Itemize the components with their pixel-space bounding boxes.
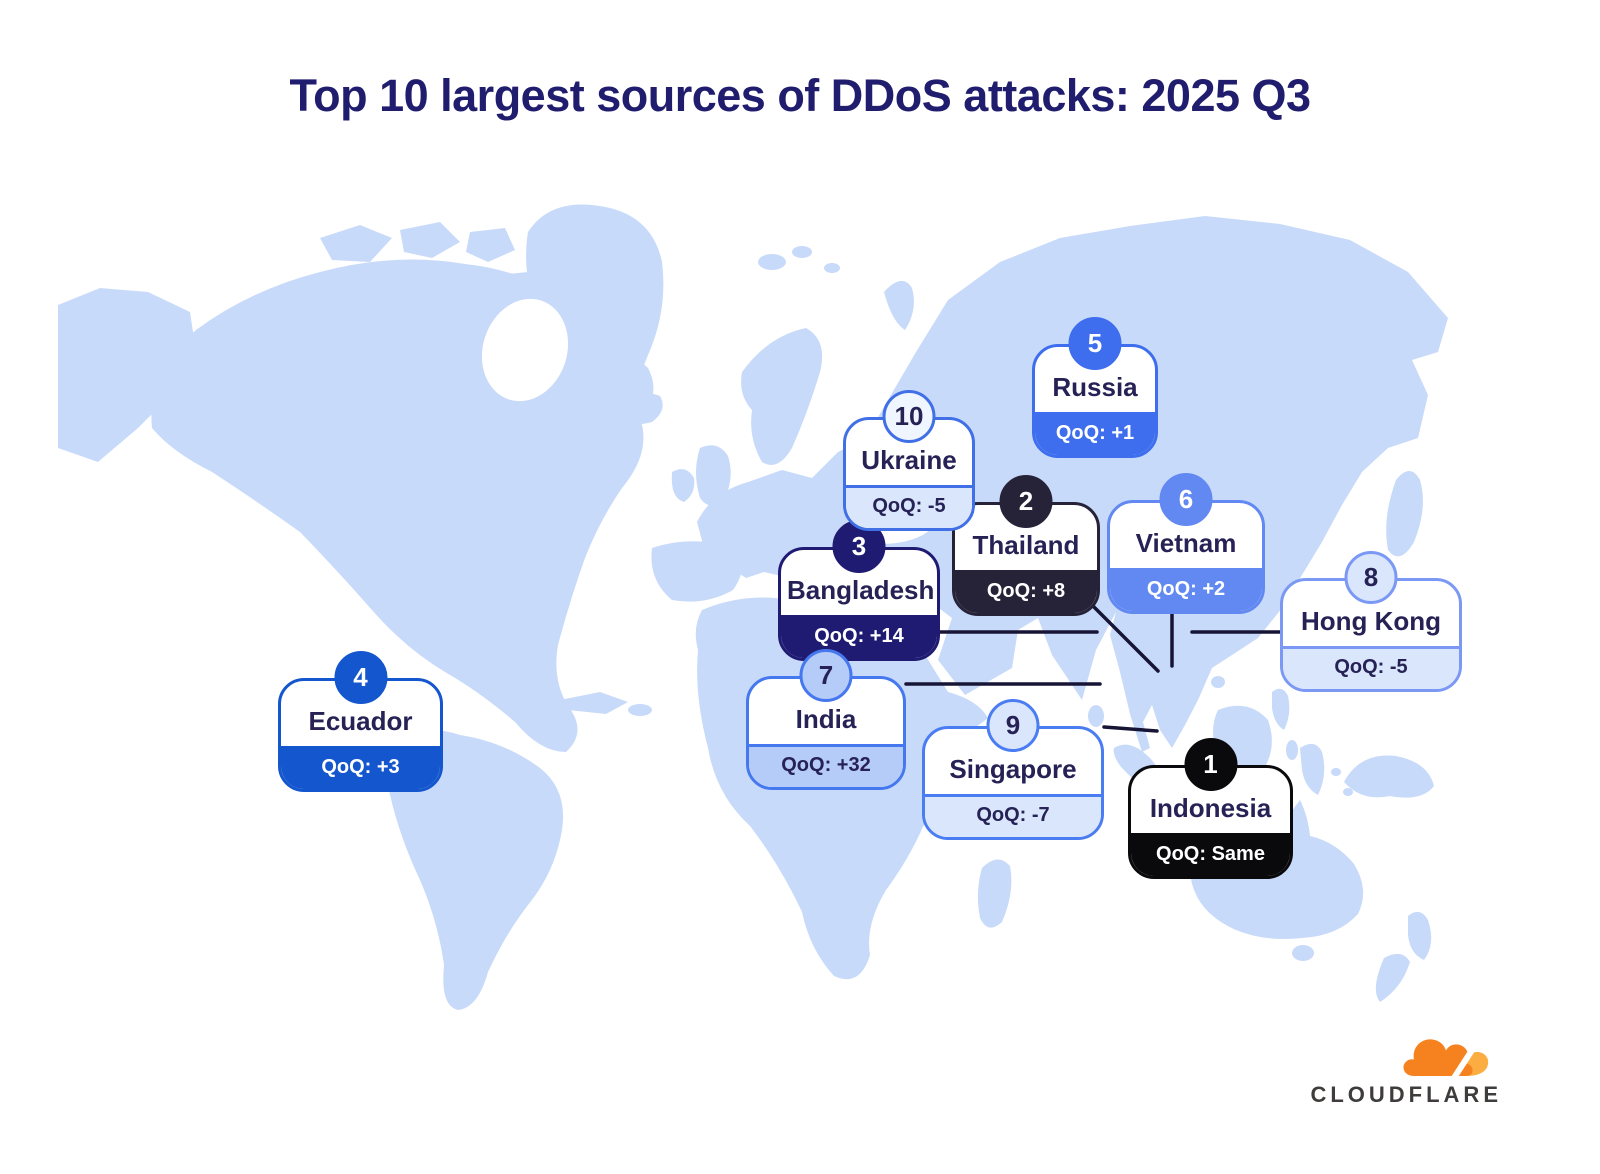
country-card-indonesia: 1 Indonesia QoQ: Same <box>1128 738 1293 879</box>
country-card-russia: 5 Russia QoQ: +1 <box>1032 317 1158 458</box>
connector-singapore <box>1102 725 1159 733</box>
country-card-singapore: 9 Singapore QoQ: -7 <box>922 699 1104 840</box>
rank-number: 5 <box>1087 328 1103 358</box>
qoq-change: QoQ: -7 <box>925 794 1101 837</box>
rank-number: 7 <box>818 660 834 690</box>
country-card-ukraine: 10 Ukraine QoQ: -5 <box>843 390 975 531</box>
rank-badge: 1 <box>1184 738 1237 791</box>
qoq-change: QoQ: Same <box>1131 833 1290 876</box>
rank-badge: 4 <box>334 651 387 704</box>
rank-number: 6 <box>1178 484 1194 514</box>
country-name: India <box>795 704 857 734</box>
country-name: Ecuador <box>308 706 413 736</box>
rank-badge: 6 <box>1159 473 1213 526</box>
country-card-india: 7 India QoQ: +32 <box>746 649 906 790</box>
country-name: Thailand <box>972 530 1080 560</box>
rank-badge: 2 <box>999 475 1053 528</box>
cloudflare-cloud-icon <box>1403 1039 1489 1080</box>
rank-badge: 7 <box>799 649 853 702</box>
rank-number: 8 <box>1363 562 1379 592</box>
country-name: Russia <box>1052 372 1138 402</box>
country-name: Hong Kong <box>1300 606 1442 636</box>
country-card-bangladesh: 3 Bangladesh QoQ: +14 <box>778 520 940 661</box>
qoq-change: QoQ: +14 <box>781 615 937 658</box>
country-name: Vietnam <box>1135 528 1237 558</box>
connector-thailand <box>1083 596 1160 673</box>
country-card-thailand: 2 Thailand QoQ: +8 <box>952 475 1100 616</box>
country-name: Singapore <box>949 754 1077 784</box>
rank-badge: 10 <box>882 390 936 443</box>
qoq-change: QoQ: -5 <box>846 485 972 528</box>
rank-badge: 8 <box>1344 551 1398 604</box>
rank-number: 2 <box>1018 486 1034 516</box>
country-name: Indonesia <box>1149 793 1272 823</box>
rank-number: 1 <box>1203 749 1218 779</box>
qoq-change: QoQ: +1 <box>1035 412 1155 455</box>
rank-number: 9 <box>1005 710 1021 740</box>
qoq-change: QoQ: +8 <box>955 570 1097 613</box>
country-card-hong-kong: 8 Hong Kong QoQ: -5 <box>1280 551 1462 692</box>
qoq-change: QoQ: +32 <box>749 744 903 787</box>
country-card-ecuador: 4 Ecuador QoQ: +3 <box>278 651 443 792</box>
country-name: Bangladesh <box>787 575 935 605</box>
country-name: Ukraine <box>861 445 957 475</box>
rank-badge: 5 <box>1068 317 1122 370</box>
rank-number: 3 <box>851 531 867 561</box>
rank-number: 10 <box>894 401 924 431</box>
rank-number: 4 <box>353 662 368 692</box>
cloudflare-logo: CLOUDFLARE <box>1310 1030 1502 1108</box>
qoq-change: QoQ: +3 <box>281 746 440 789</box>
country-card-vietnam: 6 Vietnam QoQ: +2 <box>1107 473 1265 614</box>
cloudflare-wordmark: CLOUDFLARE <box>1310 1082 1502 1107</box>
qoq-change: QoQ: -5 <box>1283 646 1459 689</box>
rank-badge: 9 <box>986 699 1040 752</box>
qoq-change: QoQ: +2 <box>1110 568 1262 611</box>
page-title: Top 10 largest sources of DDoS attacks: … <box>289 70 1311 121</box>
